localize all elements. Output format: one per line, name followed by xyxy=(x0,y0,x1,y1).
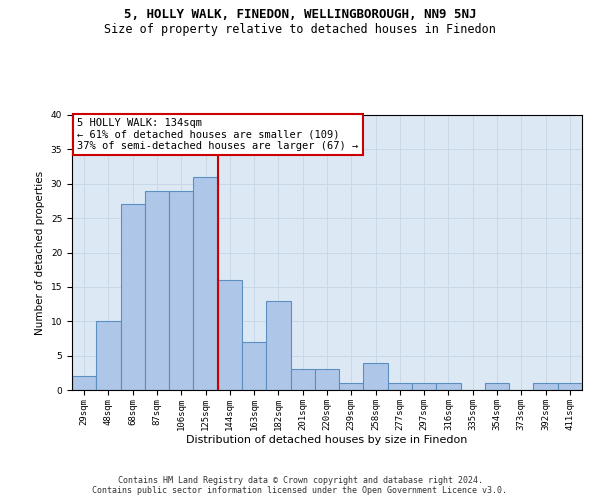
Bar xyxy=(436,383,461,390)
Bar xyxy=(242,342,266,390)
Bar xyxy=(121,204,145,390)
Text: 5 HOLLY WALK: 134sqm
← 61% of detached houses are smaller (109)
37% of semi-deta: 5 HOLLY WALK: 134sqm ← 61% of detached h… xyxy=(77,118,358,151)
Bar xyxy=(533,383,558,390)
Bar xyxy=(290,370,315,390)
Text: Size of property relative to detached houses in Finedon: Size of property relative to detached ho… xyxy=(104,22,496,36)
Y-axis label: Number of detached properties: Number of detached properties xyxy=(35,170,45,334)
Bar xyxy=(72,376,96,390)
Bar xyxy=(364,362,388,390)
Text: Contains HM Land Registry data © Crown copyright and database right 2024.
Contai: Contains HM Land Registry data © Crown c… xyxy=(92,476,508,495)
Bar xyxy=(193,177,218,390)
Bar xyxy=(169,190,193,390)
Bar xyxy=(412,383,436,390)
X-axis label: Distribution of detached houses by size in Finedon: Distribution of detached houses by size … xyxy=(187,436,467,446)
Bar xyxy=(485,383,509,390)
Bar xyxy=(266,300,290,390)
Bar xyxy=(218,280,242,390)
Bar xyxy=(315,370,339,390)
Bar xyxy=(388,383,412,390)
Bar xyxy=(558,383,582,390)
Bar xyxy=(145,190,169,390)
Bar xyxy=(96,322,121,390)
Text: 5, HOLLY WALK, FINEDON, WELLINGBOROUGH, NN9 5NJ: 5, HOLLY WALK, FINEDON, WELLINGBOROUGH, … xyxy=(124,8,476,20)
Bar xyxy=(339,383,364,390)
